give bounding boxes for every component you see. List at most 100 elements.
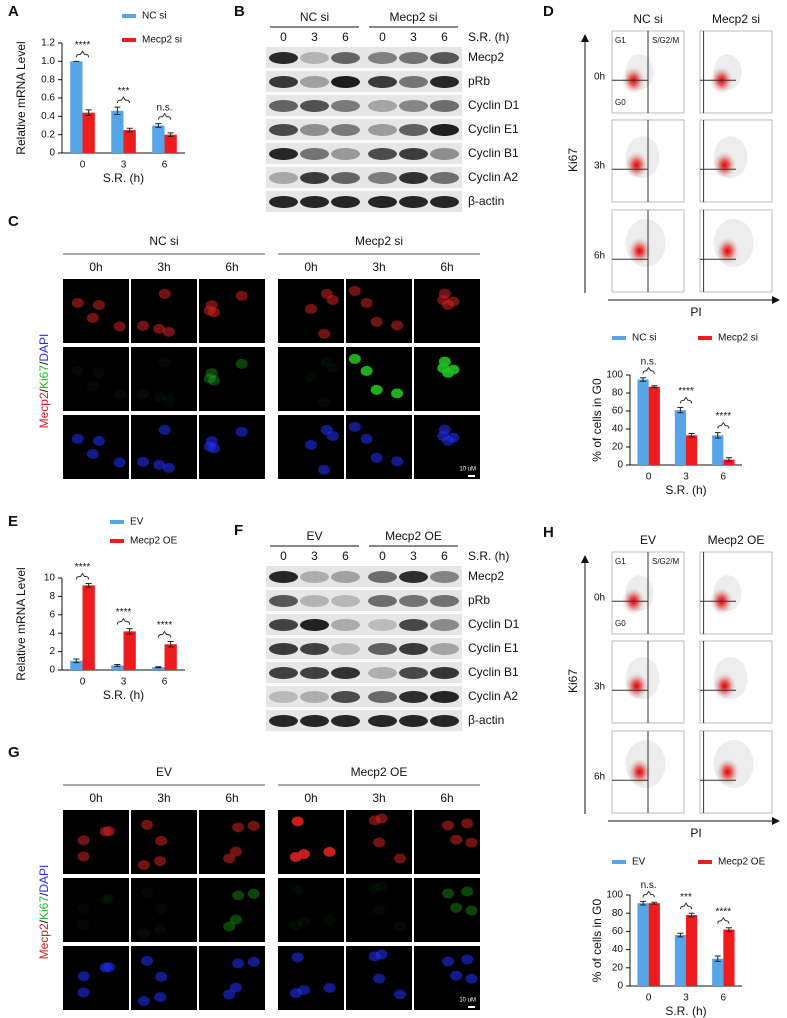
significance-bracket xyxy=(116,96,131,104)
nucleus xyxy=(437,431,450,442)
blot-band-label: Cyclin A2 xyxy=(468,689,518,703)
error-bar xyxy=(677,932,684,938)
micro-time-label: 3h xyxy=(372,791,385,805)
nucleus xyxy=(437,295,450,306)
nucleus xyxy=(360,433,373,444)
blot-band xyxy=(430,619,459,631)
nucleus xyxy=(394,921,407,932)
micro-time-label: 0h xyxy=(89,791,102,805)
y-tick-label: 0 xyxy=(617,460,623,471)
blot-band xyxy=(269,76,298,88)
flow-gate-label: S/G2/M xyxy=(652,36,679,45)
flow-gate-label: G0 xyxy=(615,98,626,107)
legend-label: NC si xyxy=(142,11,166,22)
bar xyxy=(111,110,124,153)
error-bar xyxy=(114,663,121,667)
nucleus xyxy=(461,954,474,965)
blot-band xyxy=(300,715,329,727)
blot-group-label: NC si xyxy=(300,10,329,24)
flow-gate-label: S/G2/M xyxy=(652,557,679,566)
nucleus xyxy=(235,426,248,437)
blot-band xyxy=(368,52,397,64)
nucleus xyxy=(113,457,126,468)
nucleus xyxy=(461,818,474,829)
flow-gate-label: G1 xyxy=(615,36,626,45)
nucleus xyxy=(223,853,236,864)
flow-density xyxy=(712,672,737,701)
nucleus xyxy=(442,956,455,967)
blot-group-label: Mecp2 OE xyxy=(385,529,442,543)
flow-group-label: NC si xyxy=(633,12,662,26)
nucleus xyxy=(297,849,310,860)
y-tick-label: 0.8 xyxy=(41,74,55,85)
nucleus xyxy=(162,462,175,473)
blot-band xyxy=(430,100,459,112)
nucleus xyxy=(77,851,90,862)
bar xyxy=(123,130,136,153)
flow-row-label: 0h xyxy=(594,593,605,604)
significance-bracket xyxy=(75,50,90,58)
nucleus xyxy=(113,321,126,332)
y-axis-label: % of cells in G0 xyxy=(590,898,604,982)
nucleus xyxy=(450,902,463,913)
blot-band xyxy=(331,667,360,679)
bar xyxy=(70,61,83,154)
scale-bar-label: 10 uM xyxy=(459,467,476,473)
nucleus xyxy=(450,834,463,845)
channel-name: Ki67 xyxy=(37,365,51,389)
blot-band xyxy=(430,196,459,208)
blot-band xyxy=(368,196,397,208)
nucleus xyxy=(99,826,112,837)
bar xyxy=(82,112,95,153)
blot-band xyxy=(368,571,397,583)
error-bar xyxy=(167,132,174,137)
flow-group-label: EV xyxy=(640,533,656,547)
nucleus xyxy=(86,448,99,459)
channel-separator: / xyxy=(37,361,51,365)
x-tick-label: 6 xyxy=(162,160,168,171)
blot-band-label: Cyclin E1 xyxy=(468,122,519,136)
x-tick-label: 6 xyxy=(721,993,727,1004)
micro-time-label: 3h xyxy=(157,791,170,805)
bar xyxy=(637,379,649,465)
legend-label: Mecp2 si xyxy=(718,333,758,344)
nucleus xyxy=(223,921,236,932)
micro-time-label: 3h xyxy=(372,260,385,274)
blot-band xyxy=(331,124,360,136)
micrograph xyxy=(131,347,197,411)
nucleus xyxy=(323,914,336,925)
significance-label: n.s. xyxy=(156,102,172,113)
blot-band xyxy=(331,100,360,112)
micrograph xyxy=(199,347,265,411)
blot-band xyxy=(300,196,329,208)
flow-x-label: PI xyxy=(690,826,701,840)
y-tick-label: 6 xyxy=(49,609,55,620)
blot-band xyxy=(331,595,360,607)
y-tick-label: 60 xyxy=(612,406,624,417)
x-tick-label: 6 xyxy=(162,677,168,688)
micro-time-label: 0h xyxy=(304,260,317,274)
blot-band-label: pRb xyxy=(468,593,490,607)
blot-band xyxy=(399,619,428,631)
blot-band xyxy=(300,571,329,583)
micrograph xyxy=(278,878,344,942)
bar xyxy=(164,644,177,670)
blot-band xyxy=(300,691,329,703)
micro-group-label: Mecp2 si xyxy=(355,234,403,248)
x-axis-label: S.R. (h) xyxy=(665,483,706,497)
blot-band xyxy=(430,691,459,703)
nucleus xyxy=(71,297,84,308)
flow-row-label: 6h xyxy=(594,772,605,783)
channel-label: Mecp2/Ki67/DAPI xyxy=(37,865,51,960)
bar xyxy=(123,631,136,670)
blot-band xyxy=(300,619,329,631)
nucleus xyxy=(203,305,216,316)
nucleus xyxy=(155,971,168,982)
blot-band xyxy=(399,172,428,184)
error-bar xyxy=(155,123,162,128)
bar xyxy=(723,929,735,986)
blot-time-label: 0 xyxy=(379,549,386,563)
y-tick-label: 0 xyxy=(617,981,623,992)
nucleus xyxy=(71,365,84,376)
bar xyxy=(712,958,724,986)
